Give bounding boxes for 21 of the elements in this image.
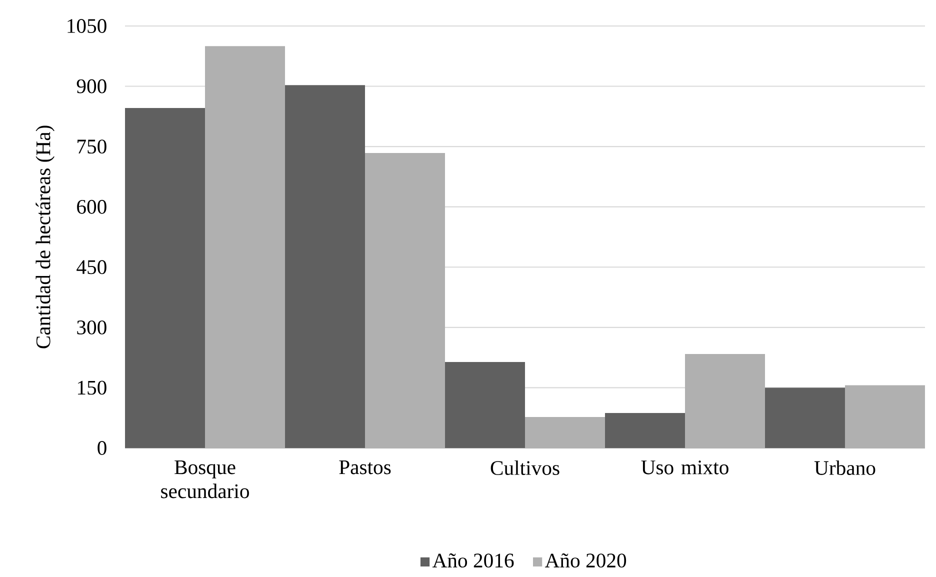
bar bbox=[765, 388, 845, 448]
x-tick-label: Cultivos bbox=[490, 460, 560, 475]
bar bbox=[125, 108, 206, 448]
y-tick-label: 900 bbox=[76, 79, 106, 94]
legend-label: Año 2020 bbox=[544, 553, 626, 568]
y-axis-title: Cantidad de hectáreas (Ha) bbox=[36, 126, 54, 348]
y-tick-label: 450 bbox=[76, 260, 106, 274]
x-tick-label: Urbano bbox=[814, 460, 876, 475]
bar bbox=[285, 84, 366, 448]
y-tick-label: 750 bbox=[78, 139, 106, 154]
y-tick-label: 0 bbox=[98, 440, 106, 455]
y-tick-label: 300 bbox=[77, 320, 106, 334]
y-tick-label: 600 bbox=[77, 200, 106, 214]
y-tick-label: 150 bbox=[78, 380, 106, 395]
y-tick-label: 1050 bbox=[68, 18, 106, 33]
legend-label: Año 2016 bbox=[432, 553, 514, 568]
x-tick-label: Bosque secundario bbox=[161, 460, 249, 498]
x-tick-label: Uso mixto bbox=[641, 460, 728, 474]
bar bbox=[605, 412, 685, 448]
x-tick-label: Pastos bbox=[339, 460, 391, 474]
bar bbox=[445, 362, 525, 448]
